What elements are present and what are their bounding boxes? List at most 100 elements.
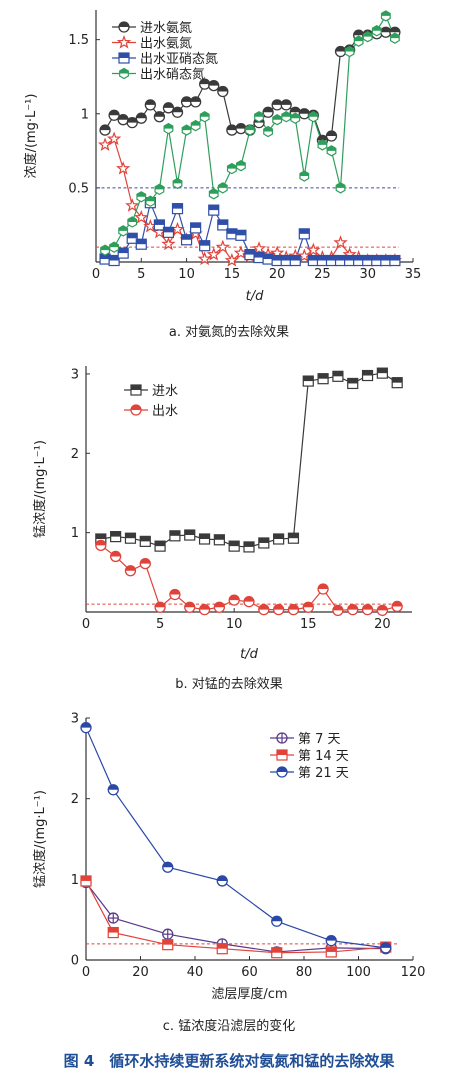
chart-ammonia: 0 5 10 15 20 25 30 35 0.5 1 1.5 t/d 浓度/(mg·L⁻¹) a. 对氨… [23,10,421,340]
data-point [326,145,337,157]
data-point [243,541,255,553]
data-point [347,603,359,616]
legend-label: 进水 [152,384,178,399]
data-point [391,600,403,613]
data-point [362,30,373,43]
data-point [245,124,255,136]
data-point [271,915,283,927]
data-point [371,25,382,37]
data-point [162,861,174,873]
data-point [226,124,238,136]
data-point [180,234,193,246]
legend-label: 第 14 天 [298,749,349,764]
data-point [213,601,226,613]
data-point [153,219,165,231]
data-point [107,784,119,796]
data-point [144,99,156,111]
data-point [254,111,264,123]
data-point [376,367,388,379]
data-point [228,540,240,552]
data-point [169,588,181,601]
data-point [139,535,151,547]
legend-label: 出水 [152,404,178,419]
data-point [344,45,355,58]
data-point [361,369,374,382]
data-point [298,108,310,120]
data-point [217,219,229,231]
data-point [280,99,292,111]
data-point [206,247,221,261]
y-tick-label: 0 [71,954,79,969]
x-tick-label: 15 [300,617,317,632]
data-point [335,182,346,194]
chart-caption: a. 对氨氮的去除效果 [169,324,289,340]
data-point [308,111,319,123]
data-point [302,375,314,387]
data-point [99,124,111,136]
data-point [325,946,337,958]
data-point [262,106,274,118]
x-tick-label: 30 [359,267,376,282]
data-point [95,539,107,551]
data-point [100,244,110,256]
data-point [325,130,338,142]
data-point [107,926,119,939]
y-tick-label: 1.5 [68,33,89,48]
y-axis-label: 锰浓度/(mg·L⁻¹) [32,790,48,888]
legend-marker [119,67,129,80]
data-point [258,537,270,549]
x-tick-label: 120 [401,965,426,980]
legend-marker [118,52,130,64]
data-point [235,122,247,135]
data-point [380,942,392,954]
data-point [80,875,92,887]
data-point [135,238,147,250]
data-point [169,530,181,542]
x-tick-label: 10 [226,617,243,632]
data-point [117,247,129,259]
data-point [154,183,165,196]
data-point [235,229,247,241]
data-point [289,254,301,267]
data-point [110,531,122,543]
x-axis-label: t/d [246,289,264,304]
data-point [224,253,240,267]
data-point [154,540,166,552]
data-point [213,534,225,546]
data-point [302,601,314,613]
data-point [325,934,337,947]
legend-label: 第 21 天 [298,766,349,781]
data-point [97,137,113,151]
data-point [287,532,300,544]
y-axis-label: 浓度/(mg·L⁻¹) [23,94,39,179]
legend-label: 出水氨氮 [140,37,192,52]
data-point [106,131,122,146]
data-point [226,162,237,175]
x-tick-label: 35 [405,267,422,282]
figure-caption: 图 4 循环水持续更新系统对氨氮和锰的去除效果 [64,1052,396,1070]
data-point [162,928,174,940]
data-point [154,601,166,613]
x-axis-label: 滤层厚度/cm [211,986,287,1002]
data-point [126,117,138,129]
legend-marker [116,34,132,49]
legend-marker [276,732,288,744]
data-point [184,601,196,613]
data-point [197,251,212,266]
data-point [380,10,391,22]
data-point [216,943,228,955]
x-tick-label: 25 [314,267,331,282]
y-axis-label: 锰浓度/(mg·L⁻¹) [32,440,48,538]
data-point [153,111,166,123]
data-point [361,603,374,616]
data-point [171,203,184,215]
data-point [199,240,211,252]
data-point [216,875,228,887]
data-point [258,603,270,616]
x-tick-label: 20 [374,617,391,632]
x-axis-label: t/d [240,647,258,662]
data-point [317,373,329,385]
data-point [332,370,344,382]
data-point [109,241,120,253]
